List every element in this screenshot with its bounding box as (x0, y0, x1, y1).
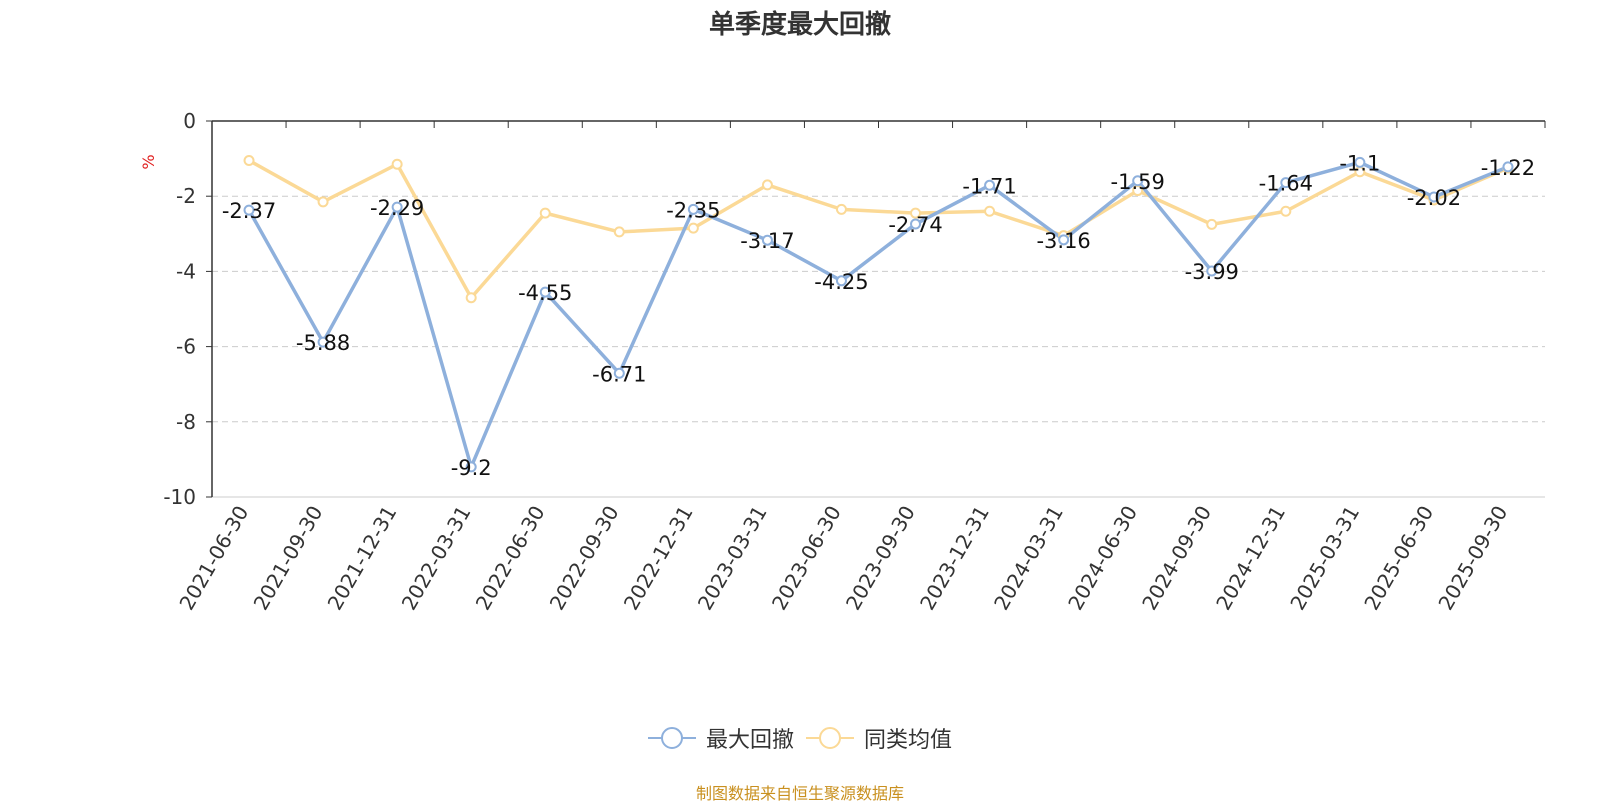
y-tick-label: -6 (176, 335, 196, 359)
x-tick-label: 2024-09-30 (1137, 502, 1216, 615)
data-point (687, 222, 699, 234)
x-tick-label: 2024-03-31 (989, 502, 1068, 615)
data-point (391, 201, 403, 213)
x-tick-label: 2022-03-31 (397, 502, 476, 615)
x-tick-label: 2024-12-31 (1211, 502, 1290, 615)
y-tick-label: -2 (176, 184, 196, 208)
data-point (613, 367, 625, 379)
data-point (984, 179, 996, 191)
data-point (761, 234, 773, 246)
data-label: -1.1 (1339, 151, 1380, 175)
legend: 最大回撤 同类均值 (0, 722, 1600, 758)
data-label: -3.99 (1185, 260, 1239, 284)
source-note: 制图数据来自恒生聚源数据库 (695, 784, 904, 803)
data-label: -1.64 (1259, 172, 1313, 196)
data-point (539, 207, 551, 219)
data-point (465, 461, 477, 473)
legend-label: 最大回撤 (705, 728, 794, 753)
data-point (1280, 205, 1292, 217)
data-point (835, 275, 847, 287)
x-tick-label: 2021-06-30 (174, 502, 253, 615)
x-tick-label: 2022-06-30 (471, 502, 550, 615)
data-points (243, 154, 1514, 473)
data-label: -3.17 (740, 229, 794, 253)
data-point (243, 154, 255, 166)
x-tick-label: 2023-12-31 (915, 501, 994, 614)
y-tick-label: 0 (183, 109, 196, 133)
data-point (613, 226, 625, 238)
legend-label: 同类均值 (864, 728, 953, 753)
y-axis-label: % (139, 154, 158, 169)
data-point (1502, 161, 1514, 173)
y-tick-label: -10 (163, 485, 196, 509)
data-label: -1.71 (962, 174, 1016, 198)
x-tick-label: 2022-12-31 (619, 502, 698, 615)
data-point (1354, 156, 1366, 168)
x-tick-label: 2023-06-30 (767, 502, 846, 615)
data-label: -2.02 (1407, 186, 1461, 210)
data-point (465, 292, 477, 304)
x-tick-label: 2022-09-30 (545, 502, 624, 615)
data-point (687, 203, 699, 215)
legend-marker-icon (806, 727, 854, 749)
series-line (248, 158, 1509, 300)
legend-marker-icon (647, 727, 696, 749)
data-point (835, 203, 847, 215)
data-label: -4.25 (814, 270, 868, 294)
grid-lines (212, 195, 1545, 423)
data-label: -9.2 (451, 456, 492, 480)
data-label: -5.88 (296, 331, 350, 355)
data-label: -2.29 (370, 196, 424, 220)
data-label: -2.74 (888, 213, 942, 237)
x-tick-label: 2025-03-31 (1285, 502, 1364, 615)
legend-item[interactable]: 最大回撤 (647, 722, 794, 754)
data-label: -4.55 (518, 281, 572, 305)
data-label: -2.35 (666, 198, 720, 222)
y-tick-label: -8 (176, 410, 196, 434)
x-tick-label: 2023-09-30 (841, 502, 920, 615)
data-point (317, 196, 329, 208)
chart-title: 单季度最大回撤 (708, 10, 891, 40)
data-point (391, 158, 403, 170)
data-point (1428, 191, 1440, 203)
series-line (247, 160, 1509, 469)
data-point (1058, 234, 1070, 246)
series-lines (247, 158, 1509, 469)
data-point (761, 179, 773, 191)
data-label: -3.16 (1036, 229, 1090, 253)
data-label: -1.22 (1481, 156, 1535, 180)
data-point (1206, 218, 1218, 230)
x-tick-label: 2021-12-31 (323, 502, 402, 615)
data-point (1280, 177, 1292, 189)
data-label: -6.71 (592, 362, 646, 386)
data-point (1132, 175, 1144, 187)
data-point (539, 286, 551, 298)
x-tick-label: 2025-09-30 (1433, 502, 1512, 615)
data-point (984, 205, 996, 217)
data-point (317, 336, 329, 348)
data-label: -2.37 (222, 199, 276, 223)
y-tick-label: -4 (176, 259, 196, 283)
data-point (910, 207, 922, 219)
x-tick-label: 2023-03-31 (693, 502, 772, 615)
data-point (910, 218, 922, 230)
x-tick-label: 2021-09-30 (249, 502, 328, 615)
data-labels: -2.37-5.88-2.29-9.2-4.55-6.71-2.35-3.17-… (222, 151, 1535, 480)
legend-item[interactable]: 同类均值 (806, 722, 952, 754)
data-point (243, 204, 255, 216)
x-tick-label: 2024-06-30 (1063, 502, 1142, 615)
x-tick-label: 2025-06-30 (1359, 502, 1438, 615)
data-label: -1.59 (1111, 170, 1165, 194)
data-point (1206, 265, 1218, 277)
